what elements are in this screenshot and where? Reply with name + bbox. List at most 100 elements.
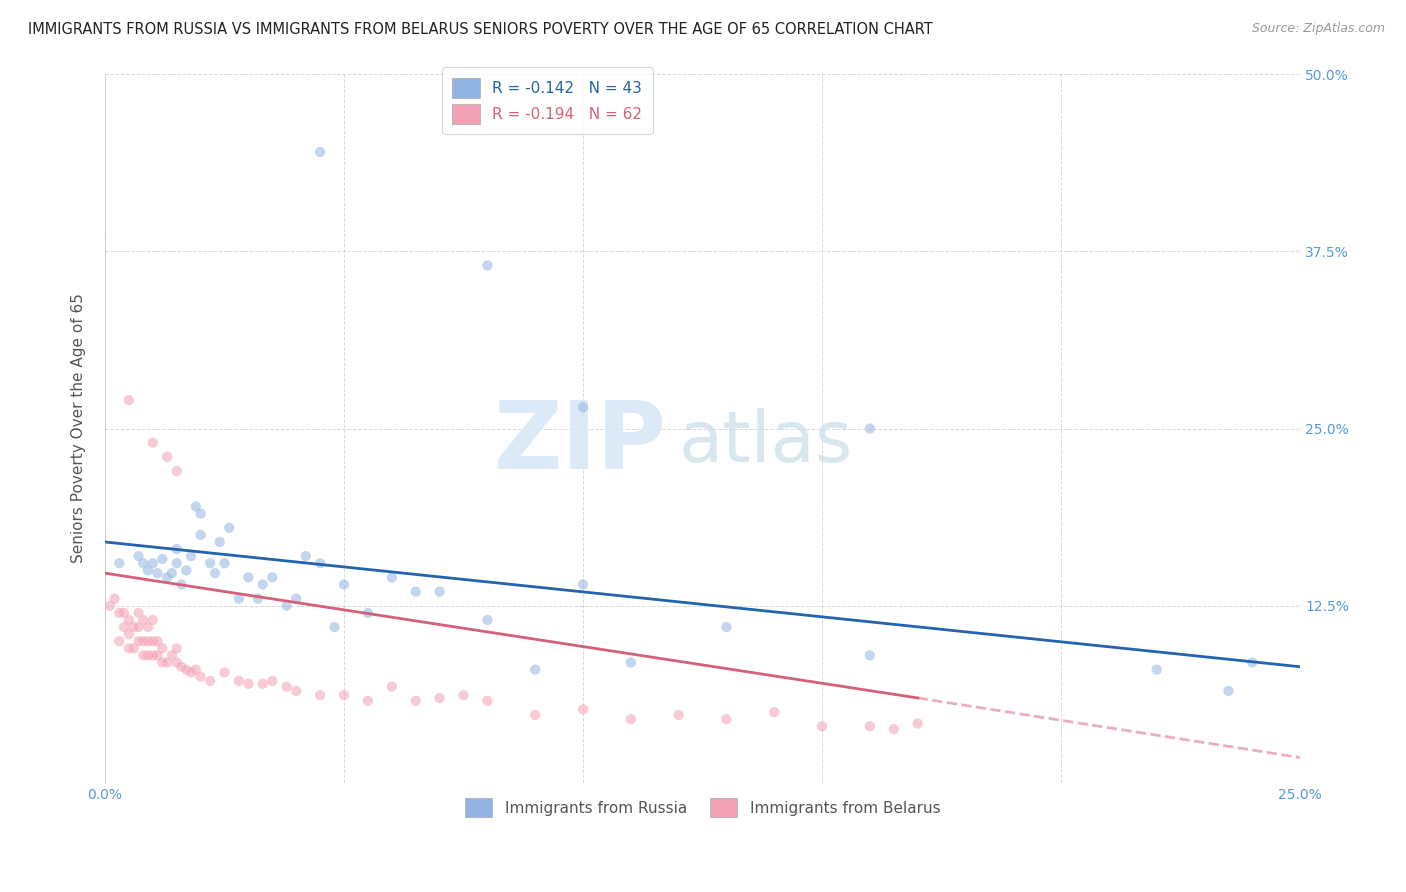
Point xyxy=(170,577,193,591)
Point xyxy=(146,566,169,581)
Point xyxy=(190,507,212,521)
Point xyxy=(405,584,427,599)
Point xyxy=(763,705,786,719)
Point xyxy=(98,599,121,613)
Point xyxy=(127,606,149,620)
Point xyxy=(156,570,179,584)
Point xyxy=(142,634,165,648)
Point xyxy=(859,648,882,663)
Point xyxy=(214,665,236,680)
Text: IMMIGRANTS FROM RUSSIA VS IMMIGRANTS FROM BELARUS SENIORS POVERTY OVER THE AGE O: IMMIGRANTS FROM RUSSIA VS IMMIGRANTS FRO… xyxy=(28,22,932,37)
Point xyxy=(285,591,308,606)
Point xyxy=(429,690,451,705)
Point xyxy=(166,464,188,478)
Point xyxy=(620,712,643,726)
Point xyxy=(142,613,165,627)
Point xyxy=(150,656,173,670)
Point xyxy=(132,613,155,627)
Point xyxy=(333,577,356,591)
Point xyxy=(405,694,427,708)
Point xyxy=(136,634,159,648)
Point xyxy=(252,677,274,691)
Point xyxy=(142,435,165,450)
Point xyxy=(190,528,212,542)
Legend: Immigrants from Russia, Immigrants from Belarus: Immigrants from Russia, Immigrants from … xyxy=(457,790,948,825)
Point xyxy=(166,556,188,570)
Point xyxy=(1218,684,1240,698)
Point xyxy=(180,665,202,680)
Point xyxy=(859,719,882,733)
Point xyxy=(907,716,929,731)
Point xyxy=(381,570,404,584)
Point xyxy=(174,563,197,577)
Point xyxy=(883,722,905,736)
Point xyxy=(811,719,834,733)
Point xyxy=(150,552,173,566)
Point xyxy=(146,634,169,648)
Point xyxy=(477,613,499,627)
Point xyxy=(1241,656,1264,670)
Point xyxy=(381,680,404,694)
Point xyxy=(309,556,332,570)
Point xyxy=(477,259,499,273)
Point xyxy=(238,677,260,691)
Point xyxy=(620,656,643,670)
Point xyxy=(572,401,595,415)
Point xyxy=(309,145,332,159)
Point xyxy=(132,556,155,570)
Point xyxy=(276,680,298,694)
Point xyxy=(184,500,207,514)
Point xyxy=(142,648,165,663)
Point xyxy=(238,570,260,584)
Point xyxy=(572,702,595,716)
Point xyxy=(118,393,141,408)
Point xyxy=(190,670,212,684)
Point xyxy=(218,521,240,535)
Point xyxy=(204,566,226,581)
Point xyxy=(357,606,380,620)
Point xyxy=(166,641,188,656)
Point xyxy=(170,659,193,673)
Point xyxy=(136,563,159,577)
Point xyxy=(108,556,131,570)
Point xyxy=(166,542,188,557)
Point xyxy=(572,577,595,591)
Point xyxy=(716,620,738,634)
Point xyxy=(228,591,250,606)
Point xyxy=(262,673,284,688)
Point xyxy=(108,634,131,648)
Point xyxy=(160,566,183,581)
Point xyxy=(1146,663,1168,677)
Point xyxy=(122,620,145,634)
Y-axis label: Seniors Poverty Over the Age of 65: Seniors Poverty Over the Age of 65 xyxy=(72,293,86,564)
Point xyxy=(276,599,298,613)
Point xyxy=(156,450,179,464)
Point xyxy=(127,549,149,563)
Point xyxy=(136,648,159,663)
Point xyxy=(323,620,346,634)
Point xyxy=(156,656,179,670)
Point xyxy=(668,708,690,723)
Point xyxy=(262,570,284,584)
Point xyxy=(453,688,475,702)
Point xyxy=(294,549,316,563)
Point xyxy=(136,620,159,634)
Point xyxy=(174,663,197,677)
Text: ZIP: ZIP xyxy=(494,397,666,489)
Point xyxy=(285,684,308,698)
Point xyxy=(118,641,141,656)
Point xyxy=(309,688,332,702)
Point xyxy=(103,591,125,606)
Point xyxy=(146,648,169,663)
Point xyxy=(198,673,221,688)
Point xyxy=(252,577,274,591)
Point xyxy=(524,663,547,677)
Point xyxy=(122,641,145,656)
Point xyxy=(118,613,141,627)
Point xyxy=(180,549,202,563)
Text: Source: ZipAtlas.com: Source: ZipAtlas.com xyxy=(1251,22,1385,36)
Text: atlas: atlas xyxy=(679,409,853,477)
Point xyxy=(246,591,269,606)
Point xyxy=(108,606,131,620)
Point xyxy=(112,620,135,634)
